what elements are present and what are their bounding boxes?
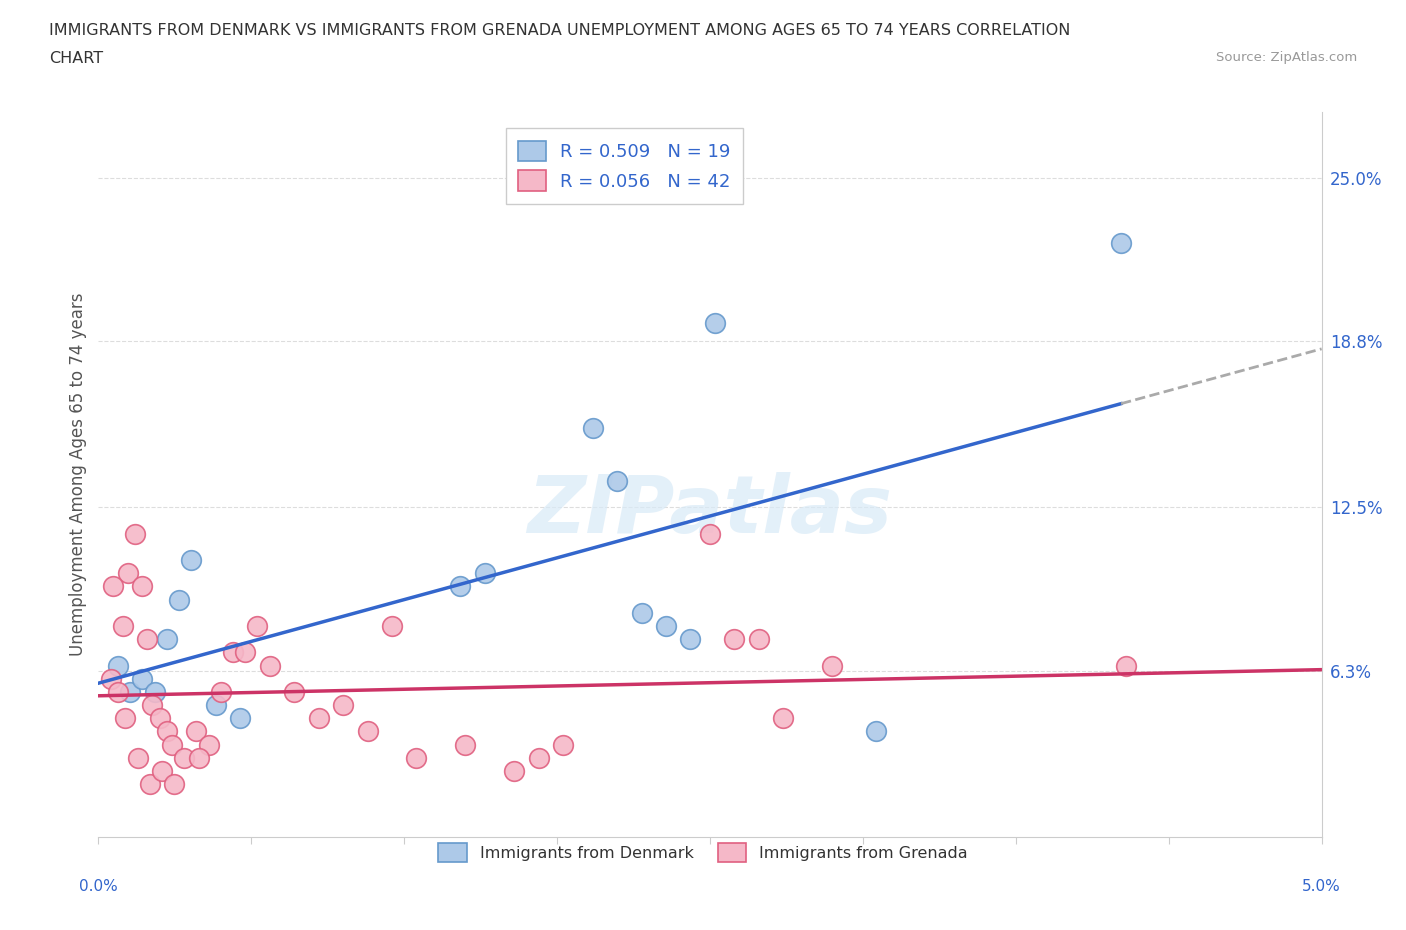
Point [167, 592, 190, 607]
Point [723, 631, 745, 646]
Point [107, 684, 129, 699]
Point [143, 684, 166, 699]
Point [205, 698, 228, 712]
Point [186, 724, 208, 739]
Point [141, 698, 163, 712]
Point [187, 751, 209, 765]
Point [107, 658, 129, 673]
Text: IMMIGRANTS FROM DENMARK VS IMMIGRANTS FROM GRENADA UNEMPLOYMENT AMONG AGES 65 TO: IMMIGRANTS FROM DENMARK VS IMMIGRANTS FR… [49, 23, 1070, 38]
Point [527, 751, 550, 765]
Point [283, 684, 305, 699]
Point [131, 579, 153, 594]
Point [163, 777, 186, 791]
Point [120, 684, 142, 699]
Point [222, 644, 245, 659]
Point [381, 618, 404, 633]
Point [703, 315, 725, 330]
Point [1109, 236, 1132, 251]
Legend: Immigrants from Denmark, Immigrants from Grenada: Immigrants from Denmark, Immigrants from… [432, 837, 974, 868]
Text: CHART: CHART [49, 51, 103, 66]
Point [124, 526, 146, 541]
Point [101, 579, 124, 594]
Point [454, 737, 477, 752]
Point [679, 631, 702, 646]
Y-axis label: Unemployment Among Ages 65 to 74 years: Unemployment Among Ages 65 to 74 years [69, 293, 87, 656]
Point [114, 711, 136, 725]
Point [100, 671, 122, 686]
Point [246, 618, 269, 633]
Point [630, 605, 652, 620]
Point [748, 631, 770, 646]
Point [405, 751, 427, 765]
Point [111, 618, 134, 633]
Point [233, 644, 256, 659]
Point [197, 737, 219, 752]
Point [229, 711, 252, 725]
Text: Source: ZipAtlas.com: Source: ZipAtlas.com [1216, 51, 1357, 64]
Text: ZIPatlas: ZIPatlas [527, 472, 893, 550]
Point [821, 658, 844, 673]
Point [149, 711, 172, 725]
Point [503, 764, 526, 778]
Point [474, 565, 496, 580]
Point [160, 737, 183, 752]
Point [136, 631, 159, 646]
Point [606, 473, 628, 488]
Point [156, 631, 179, 646]
Point [699, 526, 721, 541]
Point [553, 737, 575, 752]
Point [173, 751, 195, 765]
Point [308, 711, 330, 725]
Point [150, 764, 173, 778]
Point [259, 658, 281, 673]
Point [180, 552, 202, 567]
Legend: R = 0.509   N = 19, R = 0.056   N = 42: R = 0.509 N = 19, R = 0.056 N = 42 [506, 128, 742, 204]
Point [450, 579, 472, 594]
Point [332, 698, 354, 712]
Point [865, 724, 887, 739]
Point [117, 565, 139, 580]
Text: 5.0%: 5.0% [1302, 879, 1341, 894]
Point [156, 724, 179, 739]
Point [127, 751, 149, 765]
Point [772, 711, 794, 725]
Point [139, 777, 162, 791]
Point [209, 684, 232, 699]
Point [131, 671, 153, 686]
Point [581, 420, 603, 435]
Point [356, 724, 378, 739]
Point [655, 618, 678, 633]
Text: 0.0%: 0.0% [79, 879, 118, 894]
Point [1115, 658, 1137, 673]
